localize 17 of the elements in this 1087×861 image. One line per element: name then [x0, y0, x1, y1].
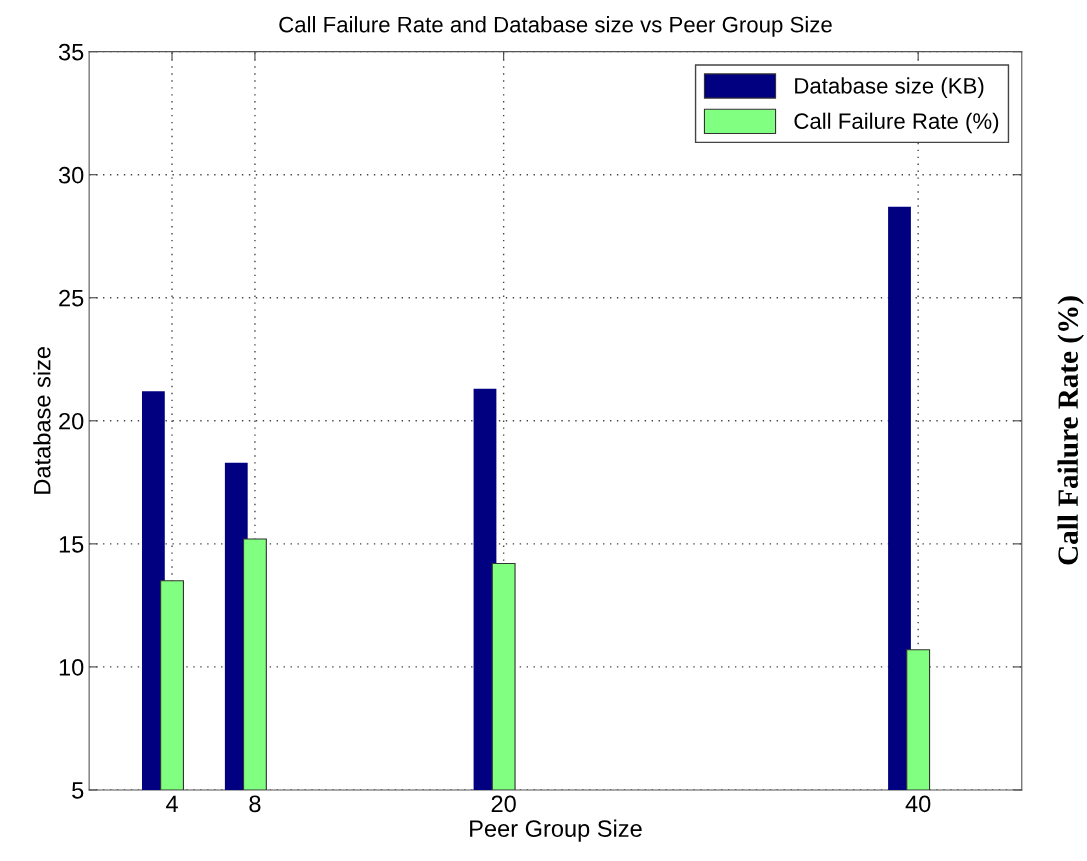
y-tick-label: 25 — [59, 289, 84, 307]
y-tick-label: 20 — [59, 412, 84, 430]
y-tick-label: 15 — [59, 536, 84, 553]
legend-label: Database size (KB) — [795, 77, 984, 99]
legend-label: Call Failure Rate (%) — [794, 112, 999, 134]
x-tick-label: 40 — [905, 795, 931, 813]
x-tick-label: 8 — [249, 795, 261, 813]
y-tick-label: 30 — [58, 166, 84, 184]
y-tick-label: 35 — [58, 43, 84, 61]
y-tick-label: 10 — [59, 658, 84, 676]
y-axis-title: Database size — [33, 347, 51, 494]
y-tick-label: 5 — [72, 782, 84, 799]
x-tick-label: 4 — [166, 795, 178, 812]
chart-title: Call Failure Rate and Database size vs Peer Group Size — [279, 16, 832, 37]
x-tick-label: 20 — [491, 795, 516, 813]
y2-axis-title: Call Failure Rate (%) — [1057, 296, 1084, 565]
x-axis-title: Peer Group Size — [470, 819, 642, 842]
